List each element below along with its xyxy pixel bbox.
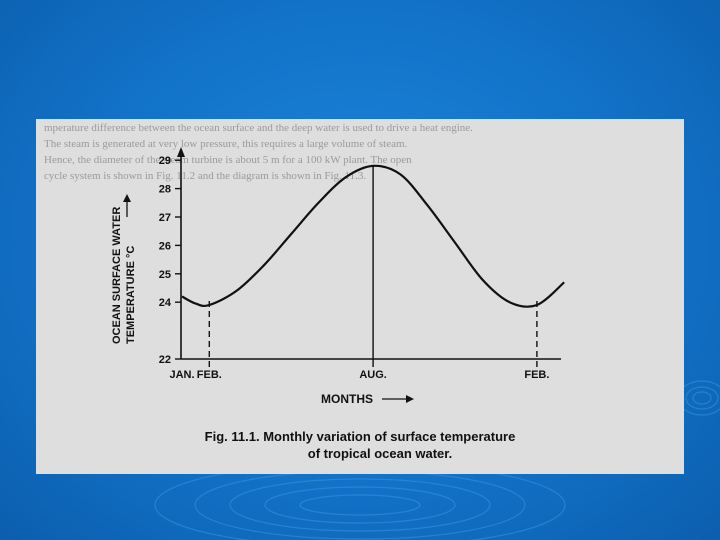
y-label-arrow: [123, 194, 131, 217]
month-markers: [208, 165, 538, 367]
bleed-through-text: mperature difference between the ocean s…: [44, 122, 473, 182]
y-ticks: 22 24 25 26 27 28 29: [159, 155, 181, 366]
scanned-figure: mperature difference between the ocean s…: [36, 119, 684, 474]
x-tick-label: JAN.: [169, 369, 194, 381]
y-tick-label: 27: [159, 212, 171, 224]
temperature-chart: mperature difference between the ocean s…: [44, 122, 565, 406]
y-label-line1: OCEAN SURFACE WATER: [111, 207, 123, 344]
y-axis-label: OCEAN SURFACE WATER TEMPERATURE °C: [111, 207, 137, 344]
x-label-arrow: [382, 395, 414, 403]
x-tick-label: FEB.: [197, 369, 222, 381]
y-tick-label: 28: [159, 184, 171, 196]
bleed-line-4: cycle system is shown in Fig. 11.2 and t…: [44, 170, 366, 182]
y-tick-label: 26: [159, 240, 171, 252]
y-label-line2: TEMPERATURE °C: [125, 246, 137, 344]
y-tick-label: 29: [159, 155, 171, 167]
bleed-line-2: The steam is generated at very low press…: [44, 138, 408, 150]
y-tick-label: 25: [159, 269, 171, 281]
bleed-line-3: Hence, the diameter of the steam turbine…: [44, 154, 412, 166]
x-ticks: JAN. FEB. AUG. FEB.: [169, 369, 549, 381]
caption-line1: Fig. 11.1. Monthly variation of surface …: [204, 429, 516, 444]
bleed-line-1: mperature difference between the ocean s…: [44, 122, 473, 134]
figure-caption: Fig. 11.1. Monthly variation of surface …: [36, 428, 684, 462]
y-tick-label: 24: [159, 297, 172, 309]
x-tick-label: FEB.: [524, 369, 549, 381]
temperature-curve: [181, 164, 565, 308]
x-axis-label: MONTHS: [321, 392, 373, 406]
caption-line2: of tropical ocean water.: [307, 446, 453, 461]
x-tick-label: AUG.: [359, 369, 387, 381]
y-tick-label: 22: [159, 354, 171, 366]
y-axis-arrow: [177, 147, 185, 157]
